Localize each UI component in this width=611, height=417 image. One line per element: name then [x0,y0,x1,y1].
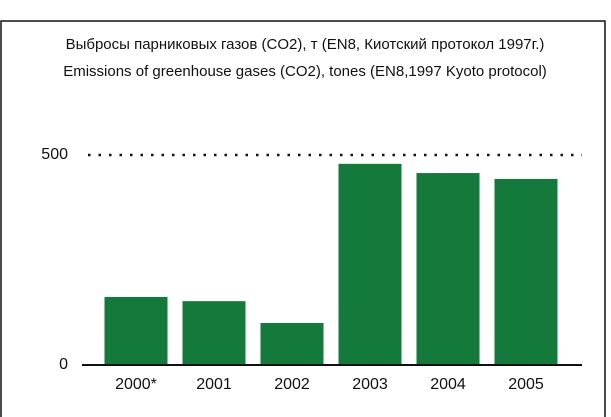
y-tick-label: 500 [41,146,68,163]
chart-title: Выбросы парниковых газов (CO2), т (EN8, … [66,36,545,53]
bar [338,163,402,365]
x-tick-label: 2005 [508,376,544,393]
chart-subtitle: Emissions of greenhouse gases (CO2), ton… [63,63,547,80]
bar [260,323,324,365]
x-tick-label: 2004 [430,376,466,393]
x-tick-label: 2000* [115,376,157,393]
bar [104,296,168,365]
bar [494,178,558,365]
x-tick-label: 2001 [196,376,232,393]
x-tick-label: 2003 [352,376,388,393]
bar [182,301,246,365]
x-tick-label: 2002 [274,376,310,393]
y-tick-label: 0 [59,356,68,373]
bar [416,173,480,365]
